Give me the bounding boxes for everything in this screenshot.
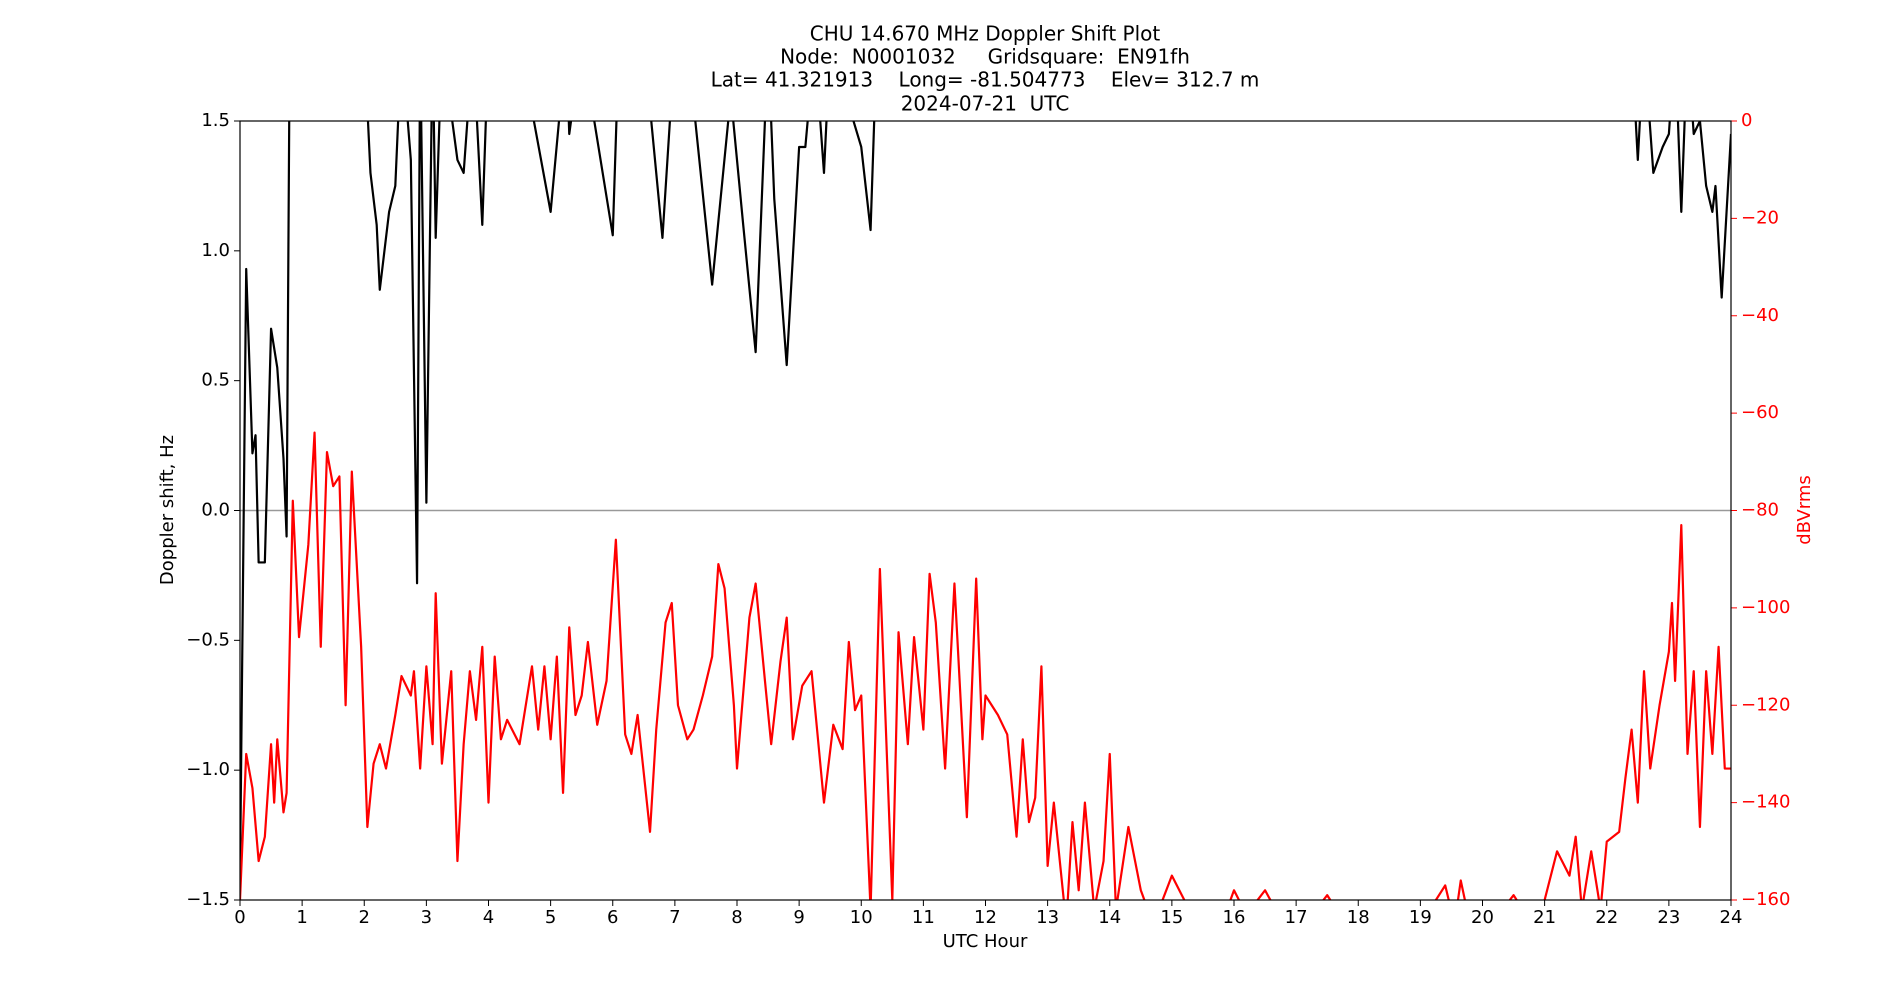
x-tick-label: 2	[359, 907, 370, 928]
x-tick-label: 15	[1160, 907, 1183, 928]
y-axis-label: Doppler shift, Hz	[157, 435, 178, 585]
y2-tick-label: −100	[1741, 597, 1790, 618]
chart-title: CHU 14.670 MHz Doppler Shift Plot	[810, 22, 1161, 46]
y-tick-label: 1.5	[201, 110, 230, 131]
x-tick-label: 0	[234, 907, 245, 928]
y-tick-label: 0.0	[201, 500, 230, 521]
x-tick-label: 7	[669, 907, 680, 928]
x-tick-label: 12	[974, 907, 997, 928]
x-tick-label: 22	[1595, 907, 1618, 928]
x-tick-label: 23	[1657, 907, 1680, 928]
y2-tick-label: 0	[1741, 110, 1752, 131]
x-tick-label: 18	[1347, 907, 1370, 928]
y-tick-label: 1.0	[201, 240, 230, 261]
y-tick-label: −1.5	[186, 889, 230, 910]
y2-tick-label: −40	[1741, 305, 1779, 326]
series-line	[240, 431, 1731, 900]
x-axis-label: UTC Hour	[943, 931, 1028, 952]
x-tick-label: 16	[1223, 907, 1246, 928]
x-tick-label: 5	[545, 907, 556, 928]
x-tick-label: 17	[1285, 907, 1308, 928]
y2-tick-label: −80	[1741, 500, 1779, 521]
y2-tick-label: −160	[1741, 889, 1790, 910]
y-tick-label: 0.5	[201, 370, 230, 391]
x-tick-label: 10	[850, 907, 873, 928]
x-tick-label: 8	[731, 907, 742, 928]
x-tick-label: 20	[1471, 907, 1494, 928]
x-tick-label: 6	[607, 907, 618, 928]
plot-area	[240, 121, 1731, 900]
x-tick-label: 4	[483, 907, 494, 928]
x-tick-label: 21	[1533, 907, 1556, 928]
x-tick-label: 9	[793, 907, 804, 928]
x-tick-label: 11	[912, 907, 935, 928]
y2-tick-label: −140	[1741, 792, 1790, 813]
chart-title: Lat= 41.321913 Long= -81.504773 Elev= 31…	[711, 68, 1260, 92]
y2-tick-label: −60	[1741, 402, 1779, 423]
series-line	[240, 121, 1731, 875]
y2-tick-label: −120	[1741, 694, 1790, 715]
y2-tick-label: −20	[1741, 207, 1779, 228]
x-tick-label: 1	[296, 907, 307, 928]
chart-title: Node: N0001032 Gridsquare: EN91fh	[780, 45, 1190, 69]
plot-frame	[239, 120, 1732, 901]
x-tick-label: 3	[421, 907, 432, 928]
x-tick-label: 13	[1036, 907, 1059, 928]
y-tick-label: −1.0	[186, 759, 230, 780]
x-tick-label: 14	[1098, 907, 1121, 928]
x-tick-label: 24	[1720, 907, 1743, 928]
y2-axis-label: dBVrms	[1794, 475, 1815, 545]
x-tick-label: 19	[1409, 907, 1432, 928]
y-tick-label: −0.5	[186, 629, 230, 650]
chart-title: 2024-07-21 UTC	[901, 92, 1070, 116]
